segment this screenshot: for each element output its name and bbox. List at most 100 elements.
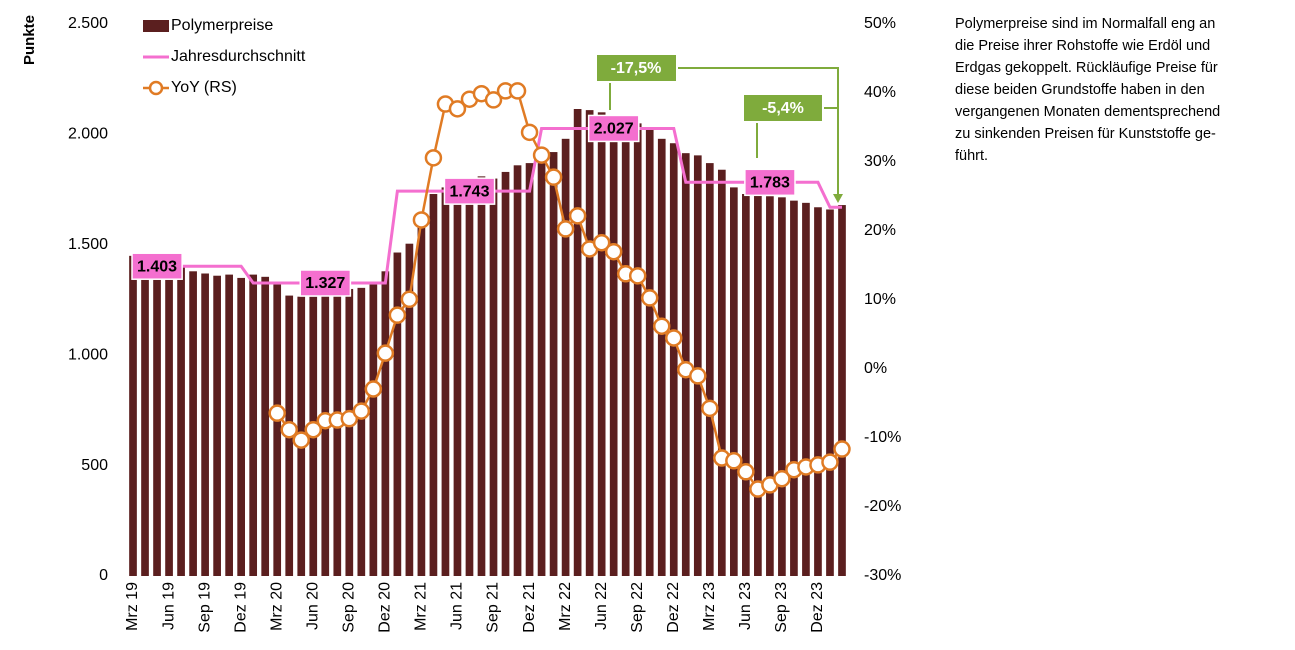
lines	[133, 82, 851, 498]
annotation-connector	[677, 67, 839, 196]
bar	[549, 152, 558, 576]
bar	[802, 202, 810, 576]
y2-tick-label: -30%	[864, 567, 901, 584]
value-label-box	[744, 168, 796, 197]
x-tick-label: Dez 20	[377, 582, 394, 633]
bar	[453, 182, 462, 576]
x-tick-label: Sep 21	[485, 582, 502, 633]
yoy-marker	[508, 82, 527, 100]
x-tick-label: Dez 22	[665, 582, 682, 633]
bar	[585, 110, 594, 576]
y-tick-label: 0	[99, 567, 108, 584]
bar	[754, 195, 762, 576]
commentary-line: zu sinkenden Preisen für Kunststoffe ge-	[955, 126, 1216, 142]
value-label-box	[443, 177, 496, 205]
y2-tick-label: 10%	[864, 291, 896, 308]
bar	[609, 116, 618, 577]
x-tick-label: Sep 23	[773, 582, 790, 633]
bar	[742, 194, 750, 577]
x-tick-label: Jun 23	[737, 582, 754, 630]
bar	[525, 163, 534, 576]
bar	[393, 252, 402, 576]
x-tick-label: Jun 19	[160, 582, 177, 630]
value-label: 1.327	[305, 275, 345, 292]
bar	[766, 196, 774, 576]
bar	[249, 274, 258, 576]
bar	[645, 129, 654, 576]
yoy-marker	[592, 233, 611, 252]
x-tick-label: Mrz 21	[413, 582, 430, 631]
x-tick-label: Dez 23	[809, 582, 826, 633]
bar	[633, 123, 642, 577]
commentary-line: diese beiden Grundstoffe haben in den	[955, 82, 1205, 98]
bar	[369, 284, 378, 576]
chart: Punkte 1.403 1.327 1.743 2.027 1.783 0 500 1.00…	[21, 15, 901, 633]
x-tick-label: Mrz 22	[557, 582, 574, 631]
bar	[225, 274, 233, 576]
bar	[357, 287, 366, 576]
bar	[213, 275, 221, 576]
commentary: Polymerpreise sind im Normalfall eng an d…	[955, 13, 1290, 167]
bar	[237, 277, 246, 576]
legend-swatch	[143, 20, 169, 32]
yoy-marker	[640, 289, 659, 307]
y-tick-label: 1.000	[68, 346, 108, 363]
bar	[201, 273, 209, 576]
yoy-marker	[604, 242, 623, 261]
bar	[333, 291, 342, 576]
bar	[321, 295, 330, 576]
legend: Polymerpreise Jahresdurchschnitt YoY (RS)	[143, 17, 306, 96]
x-tick-label: Jun 20	[304, 582, 321, 630]
x-tick-label: Dez 19	[232, 582, 249, 633]
annotations: -17,5% -5,4%	[595, 53, 843, 203]
bar	[513, 165, 522, 576]
annotation-box	[595, 53, 678, 83]
bar	[477, 176, 486, 577]
y2-tick-label: 20%	[864, 222, 896, 239]
bar	[153, 255, 161, 576]
bar	[261, 276, 270, 576]
x-tick-label: Sep 22	[629, 582, 646, 633]
bar	[729, 187, 738, 576]
bar	[501, 171, 510, 576]
x-tick-label: Jun 21	[449, 582, 466, 630]
bar	[441, 187, 450, 576]
commentary-line: Polymerpreise sind im Normalfall eng an	[955, 16, 1216, 32]
yoy-marker	[352, 402, 371, 420]
yoy-marker	[376, 344, 395, 362]
yoy-marker	[520, 123, 539, 142]
bar	[826, 209, 834, 577]
yoy-marker	[725, 452, 743, 470]
yoy-marker	[388, 306, 407, 324]
y-tick-label: 2.500	[68, 15, 108, 32]
x-tick-label: Sep 19	[196, 582, 213, 633]
legend-label: YoY (RS)	[171, 79, 237, 96]
bar	[705, 163, 714, 576]
yoy-marker	[628, 267, 647, 285]
value-label-box	[299, 269, 352, 297]
yoy-marker	[280, 420, 298, 439]
value-label: 1.743	[449, 183, 489, 200]
y2-tick-label: -20%	[864, 498, 901, 515]
annotation-box	[742, 93, 824, 123]
y2-tick-label: 0%	[864, 360, 887, 377]
bar	[561, 138, 570, 577]
x-tick-label: Jun 22	[593, 582, 610, 630]
bar	[345, 288, 354, 576]
x-tick-label: Mrz 19	[124, 582, 141, 631]
yoy-marker	[304, 420, 323, 439]
yoy-marker	[652, 317, 671, 335]
yoy-marker	[364, 380, 383, 398]
bar	[573, 109, 582, 577]
x-tick-label: Sep 20	[341, 582, 358, 633]
bar	[429, 194, 438, 577]
bar	[465, 179, 474, 576]
value-label-box	[131, 252, 183, 280]
bar	[129, 255, 137, 576]
value-label-box	[587, 114, 640, 143]
bar	[381, 271, 390, 576]
yoy-marker	[544, 168, 563, 186]
bar	[838, 205, 846, 576]
yoy-marker	[268, 404, 286, 422]
bar	[405, 243, 414, 577]
